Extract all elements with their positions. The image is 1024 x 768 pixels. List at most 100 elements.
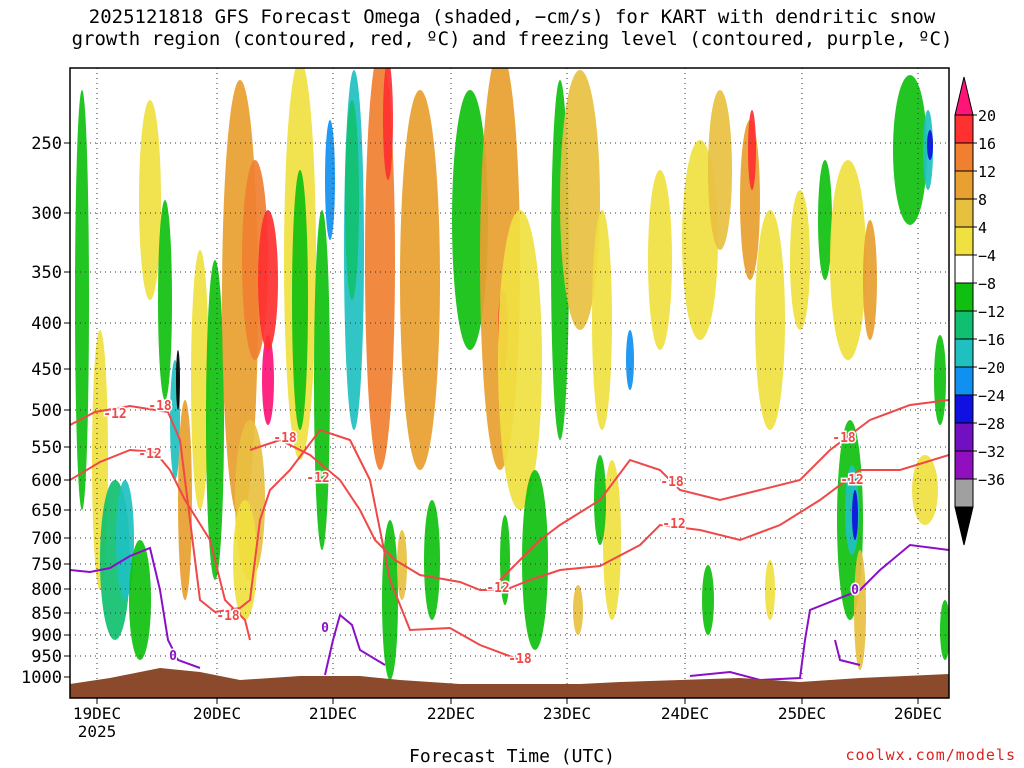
- credit-text: coolwx.com/models: [845, 746, 1016, 764]
- y-tick-label: 750: [31, 555, 62, 575]
- colorbar-label: −16: [978, 331, 1005, 349]
- omega-cell: [522, 470, 548, 650]
- omega-cell: [592, 210, 612, 430]
- colorbar-label: −36: [978, 471, 1005, 489]
- colorbar-swatch: [954, 338, 974, 368]
- omega-cell: [818, 160, 832, 280]
- colorbar-swatch: [954, 310, 974, 340]
- omega-cell: [258, 210, 278, 350]
- omega-cell: [927, 130, 933, 160]
- omega-cell: [702, 565, 714, 635]
- surface-terrain: [70, 668, 949, 698]
- freezing-level-contour: [689, 543, 949, 682]
- colorbar-label: 20: [978, 107, 996, 125]
- omega-cell: [603, 460, 621, 620]
- colorbar-label: −12: [978, 303, 1005, 321]
- surface-ground: [70, 668, 949, 698]
- x-tick-label: 23DEC: [543, 704, 591, 723]
- colorbar-swatch: [954, 142, 974, 172]
- y-tick-label: 800: [31, 580, 62, 600]
- colorbar-bottom-arrow: [954, 506, 974, 546]
- freezing-level-contour: [70, 546, 201, 669]
- gridlines: [70, 68, 949, 698]
- omega-cell: [452, 90, 488, 350]
- dgz-contour-label: -12: [103, 407, 126, 422]
- colorbar-swatch: [954, 198, 974, 228]
- omega-cell: [424, 500, 440, 620]
- dgz-contour: [504, 454, 949, 591]
- omega-cell: [325, 120, 335, 240]
- omega-cell: [345, 100, 359, 300]
- omega-cell: [314, 210, 330, 550]
- colorbar-label: 12: [978, 163, 996, 181]
- freezing-contour-label: 0: [321, 621, 329, 636]
- omega-cell: [400, 90, 440, 470]
- dgz-contour-label: -18: [273, 431, 297, 446]
- freezing-contour-label: 0: [169, 649, 177, 664]
- title-line-1: 2025121818 GFS Forecast Omega (shaded, −…: [88, 6, 936, 28]
- y-tick-label: 900: [31, 626, 62, 646]
- x-tick-label: 26DEC: [894, 704, 942, 723]
- y-tick-label: 450: [31, 360, 62, 380]
- colorbar-label: −32: [978, 443, 1005, 461]
- omega-cell: [790, 190, 810, 330]
- freezing-level-contour: [324, 613, 386, 676]
- y-tick-label: 500: [31, 401, 62, 421]
- colorbar-swatch: [954, 450, 974, 480]
- omega-cell: [863, 220, 877, 340]
- dgz-contour-label: -18: [660, 475, 684, 490]
- colorbar-swatch: [954, 282, 974, 312]
- y-tick-label: 300: [31, 204, 62, 224]
- y-tick-label: 550: [31, 438, 62, 458]
- dgz-contour-label: -12: [486, 581, 509, 596]
- x-year-label: 2025: [78, 722, 117, 741]
- omega-cell: [75, 90, 89, 510]
- omega-cell: [560, 70, 600, 330]
- colorbar-swatch: [954, 394, 974, 424]
- dgz-contour: [70, 404, 521, 661]
- colorbar-label: −20: [978, 359, 1005, 377]
- chart-title: 2025121818 GFS Forecast Omega (shaded, −…: [0, 6, 1024, 50]
- omega-cell: [940, 600, 949, 660]
- plot-frame: [69, 67, 950, 699]
- colorbar-label: 4: [978, 219, 987, 237]
- dgz-contour-label: -18: [508, 652, 532, 667]
- dgz-contour-label: -12: [662, 517, 685, 532]
- colorbar-swatch: [954, 170, 974, 200]
- colorbar-swatch: [954, 254, 974, 284]
- omega-cell: [854, 550, 866, 670]
- y-tick-label: 600: [31, 471, 62, 491]
- colorbar-top-arrow: [954, 76, 974, 116]
- y-tick-label: 400: [31, 314, 62, 334]
- x-tick-label: 20DEC: [193, 704, 241, 723]
- omega-cell: [748, 110, 756, 190]
- dgz-contour: [249, 438, 505, 591]
- y-axis: 2503003504004505005506006507007508008509…: [21, 134, 70, 688]
- dgz-contour-label: -18: [148, 399, 172, 414]
- dgz-contour-label: -18: [832, 431, 856, 446]
- colorbar-swatch: [954, 114, 974, 144]
- omega-cell: [500, 515, 510, 605]
- y-tick-label: 1000: [21, 668, 62, 688]
- colorbar: 20 16 12 8 4 −4 −8 −12 −16 −20 −24 −28 −32 −36: [954, 76, 1005, 546]
- omega-cell: [912, 455, 938, 525]
- y-tick-label: 950: [31, 647, 62, 667]
- omega-cell: [626, 330, 634, 390]
- omega-cell: [292, 170, 308, 430]
- omega-cell: [852, 490, 858, 540]
- y-tick-label: 350: [31, 263, 62, 283]
- dgz-contour-label: -18: [216, 609, 240, 624]
- colorbar-label: −8: [978, 275, 996, 293]
- title-line-2: growth region (contoured, red, ºC) and f…: [71, 28, 953, 50]
- colorbar-swatch: [954, 226, 974, 256]
- dgz-contour-label: -12: [138, 447, 161, 462]
- omega-cell: [176, 350, 180, 410]
- colorbar-label: 8: [978, 191, 987, 209]
- omega-cell: [765, 560, 775, 620]
- colorbar-label: −4: [978, 247, 996, 265]
- dgz-contour: [499, 399, 949, 581]
- freezing-level-contour: [834, 639, 861, 666]
- omega-cell: [648, 170, 672, 350]
- y-tick-label: 700: [31, 529, 62, 549]
- omega-cell: [262, 335, 274, 425]
